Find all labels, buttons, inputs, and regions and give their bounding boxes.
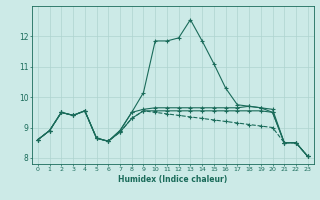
X-axis label: Humidex (Indice chaleur): Humidex (Indice chaleur)	[118, 175, 228, 184]
